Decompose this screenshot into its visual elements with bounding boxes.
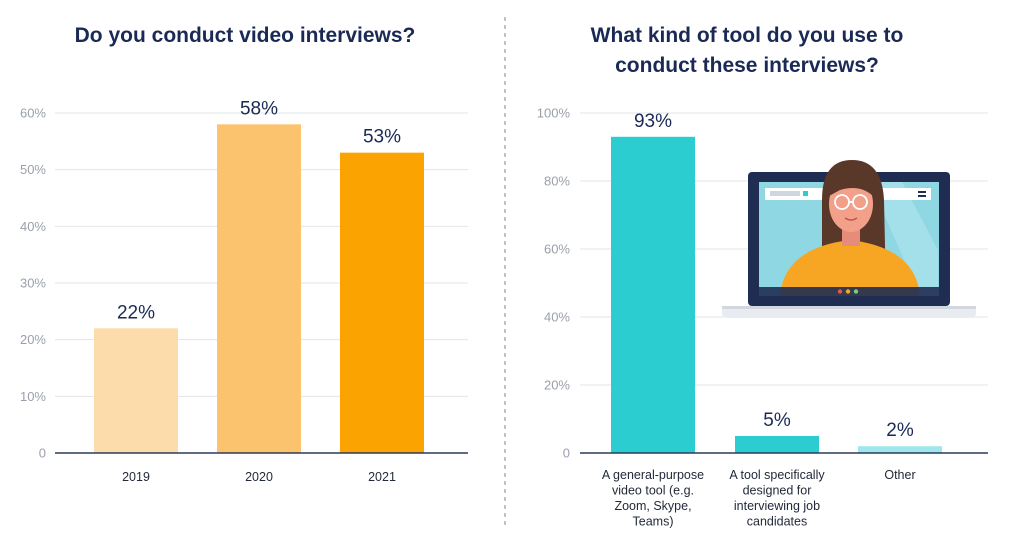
y-tick-label: 20%: [20, 332, 46, 347]
y-tick-label: 60%: [544, 242, 570, 257]
data-label: 53%: [363, 127, 401, 148]
y-tick-label: 40%: [544, 310, 570, 325]
chart-title-line: What kind of tool do you use to: [591, 24, 904, 47]
x-category-label: A general-purpose video tool (e.g. Zoom, S…: [602, 468, 704, 529]
x-category-label: 2020: [245, 470, 273, 484]
chart-title-line: Do you conduct video interviews?: [75, 24, 416, 47]
bar: [735, 436, 819, 453]
x-category-label-line: Zoom, Skype,: [614, 499, 691, 513]
x-category-label: 2019: [122, 470, 150, 484]
x-category-label-line: A tool specifically: [729, 468, 825, 482]
x-category-label-line: 2020: [245, 470, 273, 484]
x-category-label: 2021: [368, 470, 396, 484]
bar: [94, 328, 178, 453]
x-category-label-line: interviewing job: [734, 499, 820, 513]
x-category-label-line: candidates: [747, 515, 807, 529]
bar: [340, 152, 424, 453]
x-category-label-line: designed for: [743, 484, 812, 498]
x-category-label-line: 2019: [122, 470, 150, 484]
y-tick-label: 0: [39, 446, 46, 461]
x-category-label-line: video tool (e.g.: [612, 484, 694, 498]
menu-icon: [918, 191, 926, 193]
bar: [611, 136, 695, 454]
x-category-label-line: A general-purpose: [602, 468, 704, 482]
data-label: 5%: [763, 410, 791, 431]
y-tick-label: 60%: [20, 106, 46, 121]
x-category-label-line: Teams): [633, 515, 674, 529]
bar: [858, 446, 942, 453]
x-category-label: A tool specifically designed for interview…: [729, 468, 825, 529]
laptop-video-call-illustration: [722, 160, 976, 318]
data-label: 58%: [240, 98, 278, 119]
chart-title: What kind of tool do you use to conduct t…: [591, 24, 904, 77]
browser-bar-text: [770, 191, 800, 196]
data-label: 93%: [634, 111, 672, 132]
x-category-label-line: 2021: [368, 470, 396, 484]
mute-icon: [845, 289, 851, 294]
x-category-label-line: Other: [884, 468, 915, 482]
person-smile: [844, 217, 858, 221]
y-tick-label: 10%: [20, 389, 46, 404]
y-tick-label: 80%: [544, 174, 570, 189]
y-tick-label: 100%: [537, 106, 571, 121]
y-tick-label: 30%: [20, 276, 46, 291]
person-sweater: [780, 240, 920, 296]
x-category-label: Other: [884, 468, 915, 482]
y-tick-label: 50%: [20, 162, 46, 177]
y-tick-label: 20%: [544, 378, 570, 393]
chart-2: What kind of tool do you use to conduct t…: [537, 24, 988, 529]
bar: [217, 124, 301, 453]
chart-title-line: conduct these interviews?: [615, 54, 879, 77]
browser-bar-dot: [803, 191, 808, 196]
data-label: 2%: [886, 420, 914, 441]
data-label: 22%: [117, 302, 155, 323]
y-tick-label: 40%: [20, 219, 46, 234]
y-tick-label: 0: [563, 446, 570, 461]
chart-1: Do you conduct video interviews? 0 10% 20% 3…: [20, 24, 468, 484]
end-call-icon: [837, 289, 843, 294]
screen-glare: [870, 182, 938, 296]
camera-icon: [853, 289, 859, 294]
chart-title: Do you conduct video interviews?: [75, 24, 416, 47]
